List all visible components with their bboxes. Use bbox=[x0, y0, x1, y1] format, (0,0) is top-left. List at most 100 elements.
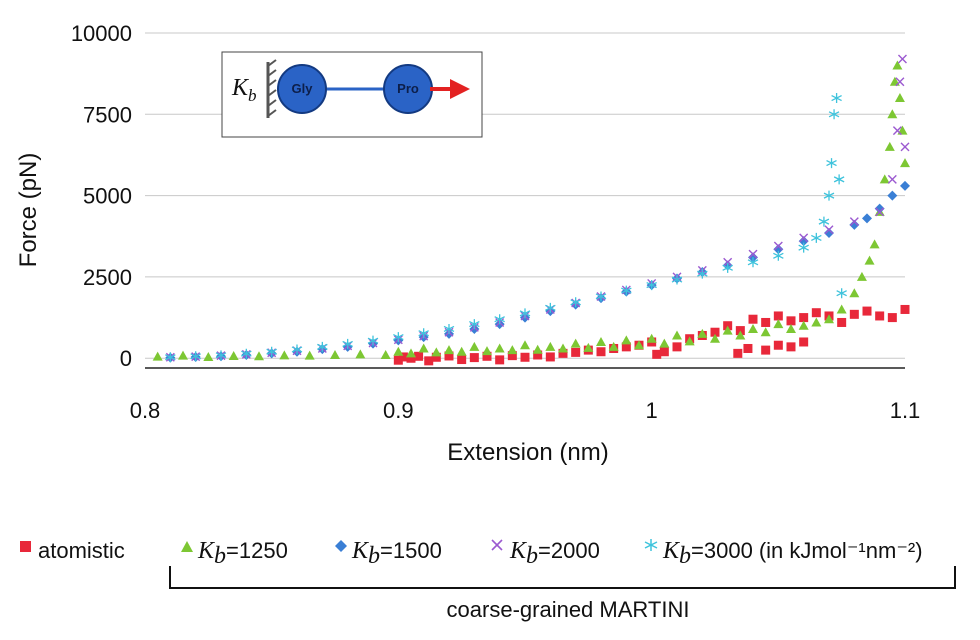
data-point bbox=[634, 340, 644, 350]
data-point bbox=[773, 311, 783, 321]
data-point bbox=[444, 351, 454, 361]
data-point bbox=[684, 336, 695, 346]
data-point bbox=[178, 350, 188, 360]
data-point bbox=[895, 77, 905, 87]
data-point bbox=[418, 328, 429, 339]
data-point bbox=[875, 311, 885, 321]
data-point bbox=[900, 180, 910, 191]
series-2 bbox=[165, 180, 910, 363]
data-point bbox=[900, 304, 910, 314]
data-point bbox=[823, 190, 835, 201]
data-point bbox=[811, 308, 821, 318]
data-point bbox=[786, 323, 796, 333]
data-point bbox=[241, 348, 252, 359]
data-point bbox=[849, 219, 860, 230]
legend-label-atomistic: atomistic bbox=[38, 538, 125, 563]
data-point bbox=[406, 353, 416, 363]
data-point bbox=[824, 228, 834, 239]
series-4 bbox=[165, 93, 847, 363]
data-point bbox=[545, 302, 556, 313]
data-point bbox=[722, 262, 733, 273]
data-point bbox=[520, 340, 530, 350]
data-point bbox=[608, 341, 619, 351]
data-point bbox=[887, 313, 897, 323]
data-point bbox=[659, 347, 669, 357]
data-point bbox=[723, 257, 733, 267]
x-axis-title: Extension (nm) bbox=[447, 439, 608, 466]
data-point bbox=[849, 288, 860, 298]
data-point bbox=[215, 350, 227, 361]
data-point bbox=[494, 314, 505, 325]
data-point bbox=[456, 346, 467, 356]
gly-bead bbox=[277, 64, 327, 114]
data-point bbox=[710, 333, 720, 343]
legend-label-kb2000: Kb=2000 bbox=[509, 538, 600, 569]
y-tick-label: 0 bbox=[120, 346, 132, 371]
data-point bbox=[469, 341, 480, 351]
data-point bbox=[469, 319, 480, 330]
legend-units-note: (in kJmol⁻¹nm⁻²) bbox=[759, 538, 923, 563]
x-tick-label: 0.9 bbox=[383, 398, 414, 423]
data-point bbox=[431, 352, 441, 362]
data-point bbox=[697, 268, 708, 279]
data-point bbox=[659, 338, 670, 348]
data-point bbox=[671, 274, 683, 285]
data-point bbox=[786, 342, 796, 352]
legend-marker-kb1500 bbox=[335, 540, 347, 552]
data-point bbox=[652, 349, 662, 359]
y-tick-label: 7500 bbox=[83, 102, 132, 127]
data-point bbox=[897, 54, 907, 64]
data-point bbox=[482, 351, 492, 361]
data-point bbox=[558, 343, 568, 353]
data-point bbox=[424, 356, 434, 366]
data-point bbox=[773, 319, 784, 329]
data-point bbox=[152, 351, 163, 361]
data-point bbox=[773, 250, 784, 261]
data-point bbox=[621, 342, 631, 352]
data-point bbox=[892, 126, 902, 136]
x-tick-label: 0.8 bbox=[130, 398, 161, 423]
data-point bbox=[761, 317, 771, 327]
data-point bbox=[596, 347, 606, 357]
pull-arrow-icon bbox=[450, 79, 470, 99]
data-point bbox=[710, 327, 720, 337]
data-point bbox=[304, 350, 315, 360]
data-point bbox=[203, 351, 214, 361]
data-point bbox=[672, 342, 682, 352]
x-tick-label: 1.1 bbox=[890, 398, 921, 423]
data-point bbox=[393, 346, 404, 356]
data-point bbox=[887, 174, 897, 184]
data-point bbox=[380, 349, 391, 359]
data-point bbox=[733, 348, 743, 358]
data-point bbox=[811, 317, 822, 327]
legend-marker-kb1250 bbox=[181, 541, 193, 552]
data-point bbox=[355, 349, 366, 359]
x-tick-label: 1 bbox=[646, 398, 658, 423]
data-point bbox=[317, 341, 328, 352]
data-point bbox=[533, 350, 543, 360]
legend-label-kb1500: Kb=1500 bbox=[351, 538, 442, 569]
data-point bbox=[469, 353, 479, 363]
data-point bbox=[875, 207, 885, 217]
data-point bbox=[894, 93, 905, 103]
data-point bbox=[887, 109, 898, 119]
data-point bbox=[748, 323, 758, 333]
data-point bbox=[743, 343, 753, 353]
data-point bbox=[532, 344, 543, 354]
data-point bbox=[431, 347, 442, 357]
data-point bbox=[760, 327, 771, 337]
data-point bbox=[836, 288, 847, 299]
data-point bbox=[398, 352, 408, 362]
group-bracket bbox=[169, 566, 956, 589]
data-point bbox=[862, 306, 872, 316]
data-point bbox=[583, 342, 594, 352]
data-point bbox=[570, 338, 581, 348]
data-point bbox=[444, 345, 454, 355]
data-point bbox=[414, 351, 424, 361]
data-point bbox=[824, 314, 834, 324]
data-point bbox=[507, 345, 518, 355]
data-point bbox=[798, 236, 809, 247]
legend-label-kb3000: Kb=3000 (in kJmol⁻¹nm⁻²) bbox=[662, 538, 923, 569]
data-point bbox=[393, 332, 404, 343]
